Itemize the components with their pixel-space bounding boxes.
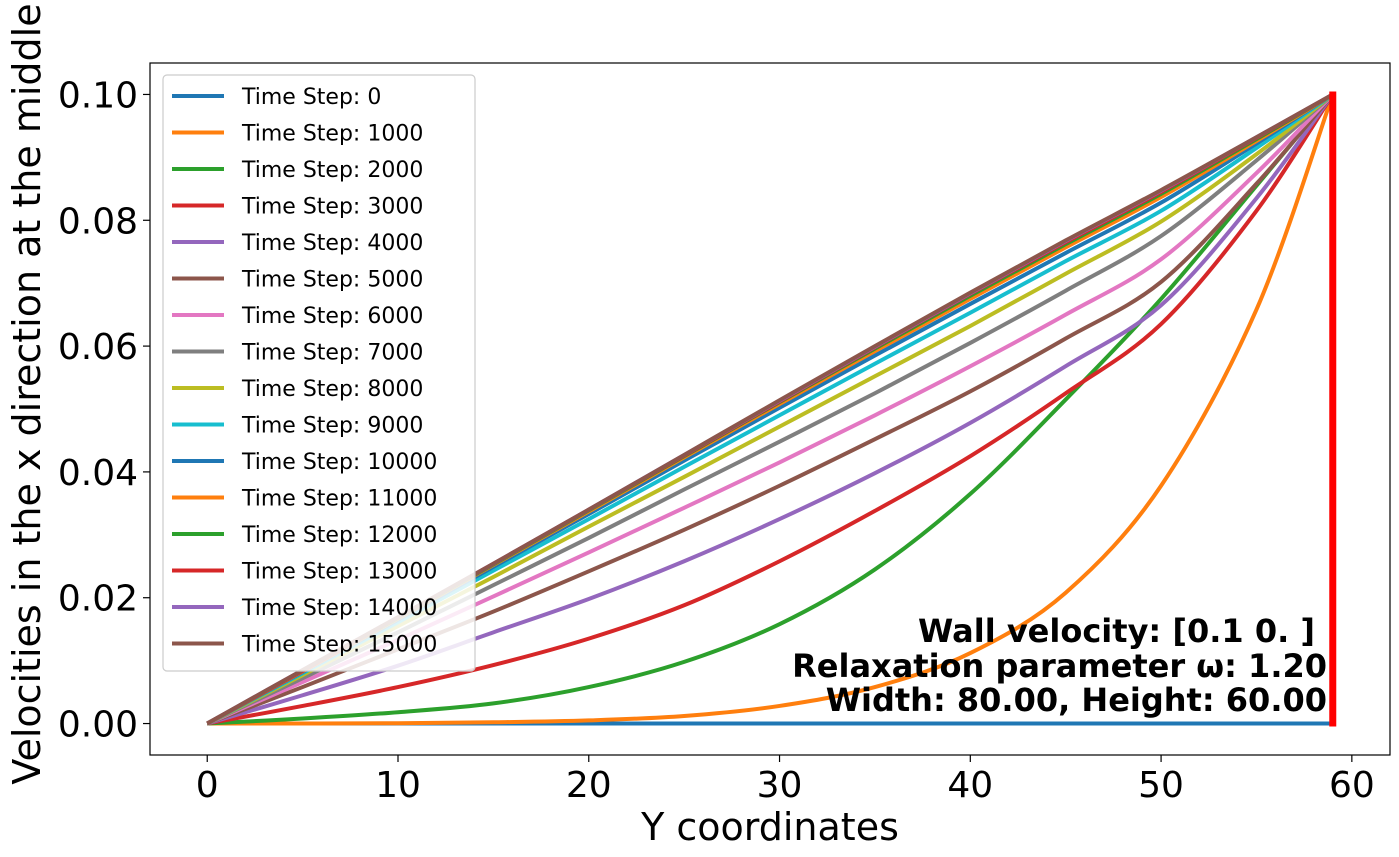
x-tick-label: 30 xyxy=(757,765,803,806)
legend-entry-label: Time Step: 10000 xyxy=(241,450,437,475)
y-tick-label: 0.02 xyxy=(58,579,138,620)
legend-entry-label: Time Step: 8000 xyxy=(241,377,423,402)
legend-entry-label: Time Step: 2000 xyxy=(241,158,423,183)
legend-entry-label: Time Step: 13000 xyxy=(241,560,437,585)
annotation-box: Wall velocity: [0.1 0. ] Relaxation para… xyxy=(792,612,1327,719)
x-tick-label: 0 xyxy=(196,765,219,806)
y-tick-label: 0.00 xyxy=(58,705,138,746)
y-axis: 0.00 0.02 0.04 0.06 0.08 0.10 xyxy=(58,75,150,746)
x-tick-label: 40 xyxy=(947,765,993,806)
legend-frame xyxy=(162,74,476,672)
x-tick-label: 50 xyxy=(1138,765,1184,806)
legend-entry-label: Time Step: 0 xyxy=(241,85,381,110)
legend: Time Step: 0 Time Step: 1000 Time Step: 20… xyxy=(162,74,476,672)
legend-entry-label: Time Step: 4000 xyxy=(241,231,423,256)
annotation-wall-velocity: Wall velocity: [0.1 0. ] xyxy=(918,612,1315,650)
legend-entry-label: Time Step: 12000 xyxy=(241,523,437,548)
annotation-dimensions: Width: 80.00, Height: 60.00 xyxy=(826,681,1327,719)
x-tick-label: 20 xyxy=(566,765,612,806)
legend-entry-label: Time Step: 3000 xyxy=(241,195,423,220)
legend-entry-label: Time Step: 1000 xyxy=(241,122,423,147)
y-tick-label: 0.08 xyxy=(58,201,138,242)
legend-entry-label: Time Step: 7000 xyxy=(241,341,423,366)
annotation-relaxation: Relaxation parameter ω: 1.20 xyxy=(792,647,1327,685)
x-axis-label: Y coordinates xyxy=(640,805,899,849)
y-tick-label: 0.06 xyxy=(58,327,138,368)
legend-entry-label: Time Step: 11000 xyxy=(241,487,437,512)
y-tick-label: 0.10 xyxy=(58,75,138,116)
y-axis-label: Velocities in the x direction at the mid… xyxy=(5,3,49,784)
series-line-1 xyxy=(207,93,1335,726)
series-line-3 xyxy=(206,93,1335,726)
legend-entry-label: Time Step: 5000 xyxy=(241,268,423,293)
legend-entry-label: Time Step: 15000 xyxy=(241,633,437,658)
legend-entry-label: Time Step: 9000 xyxy=(241,414,423,439)
plot-frame xyxy=(149,62,1391,756)
x-tick-label: 60 xyxy=(1329,765,1375,806)
y-tick-label: 0.04 xyxy=(58,453,138,494)
x-tick-label: 10 xyxy=(375,765,421,806)
series-line-2 xyxy=(207,93,1335,726)
x-axis: 0 10 20 30 40 50 60 xyxy=(196,755,1375,806)
legend-entry-label: Time Step: 14000 xyxy=(241,596,437,621)
legend-entry-label: Time Step: 6000 xyxy=(241,304,423,329)
